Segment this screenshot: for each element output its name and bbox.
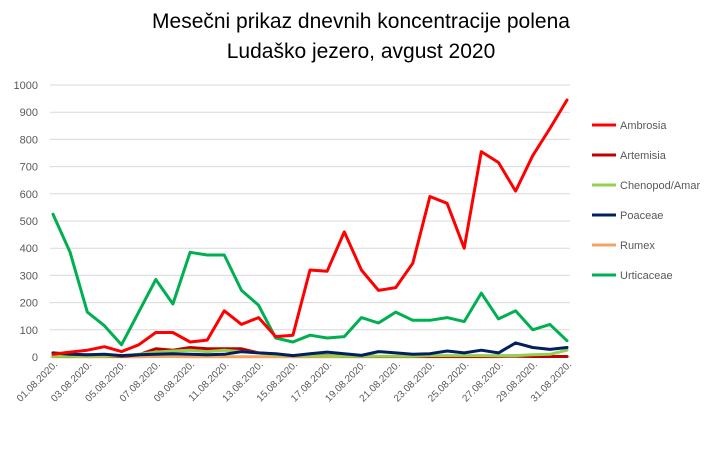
legend-label: Rumex <box>620 240 655 252</box>
legend-label: Artemisia <box>620 150 667 162</box>
y-tick-label: 900 <box>20 107 38 119</box>
y-axis-ticks: 0 100 200 300 400 500 600 700 800 900 1000 <box>14 80 38 364</box>
legend: Ambrosia Artemisia Chenopod/Amar Poaceae Rum… <box>592 120 700 282</box>
chart-title: Mesečni prikaz dnevnih koncentracije pol… <box>152 10 570 33</box>
y-tick-label: 800 <box>20 134 38 146</box>
series-line-poaceae <box>51 341 569 358</box>
y-tick-label: 100 <box>20 325 38 337</box>
y-tick-label: 200 <box>20 298 38 310</box>
legend-label: Ambrosia <box>620 120 667 132</box>
series-lines <box>51 98 569 359</box>
y-tick-label: 500 <box>20 216 38 228</box>
y-tick-label: 700 <box>20 162 38 174</box>
series-line-urticaceae <box>51 212 569 347</box>
legend-label: Poaceae <box>620 210 663 222</box>
series-line-ambrosia <box>51 98 569 356</box>
y-tick-label: 0 <box>32 352 38 364</box>
y-tick-label: 400 <box>20 243 38 255</box>
chart-subtitle: Ludaško jezero, avgust 2020 <box>226 40 496 63</box>
legend-label: Chenopod/Amar <box>620 180 700 192</box>
x-axis-ticks: 01.08.2020.03.08.2020.05.08.2020.07.08.2… <box>15 359 574 404</box>
gridlines <box>50 84 570 331</box>
y-tick-label: 300 <box>20 270 38 282</box>
legend-label: Urticaceae <box>620 270 673 282</box>
y-tick-label: 600 <box>20 189 38 201</box>
y-tick-label: 1000 <box>14 80 38 92</box>
